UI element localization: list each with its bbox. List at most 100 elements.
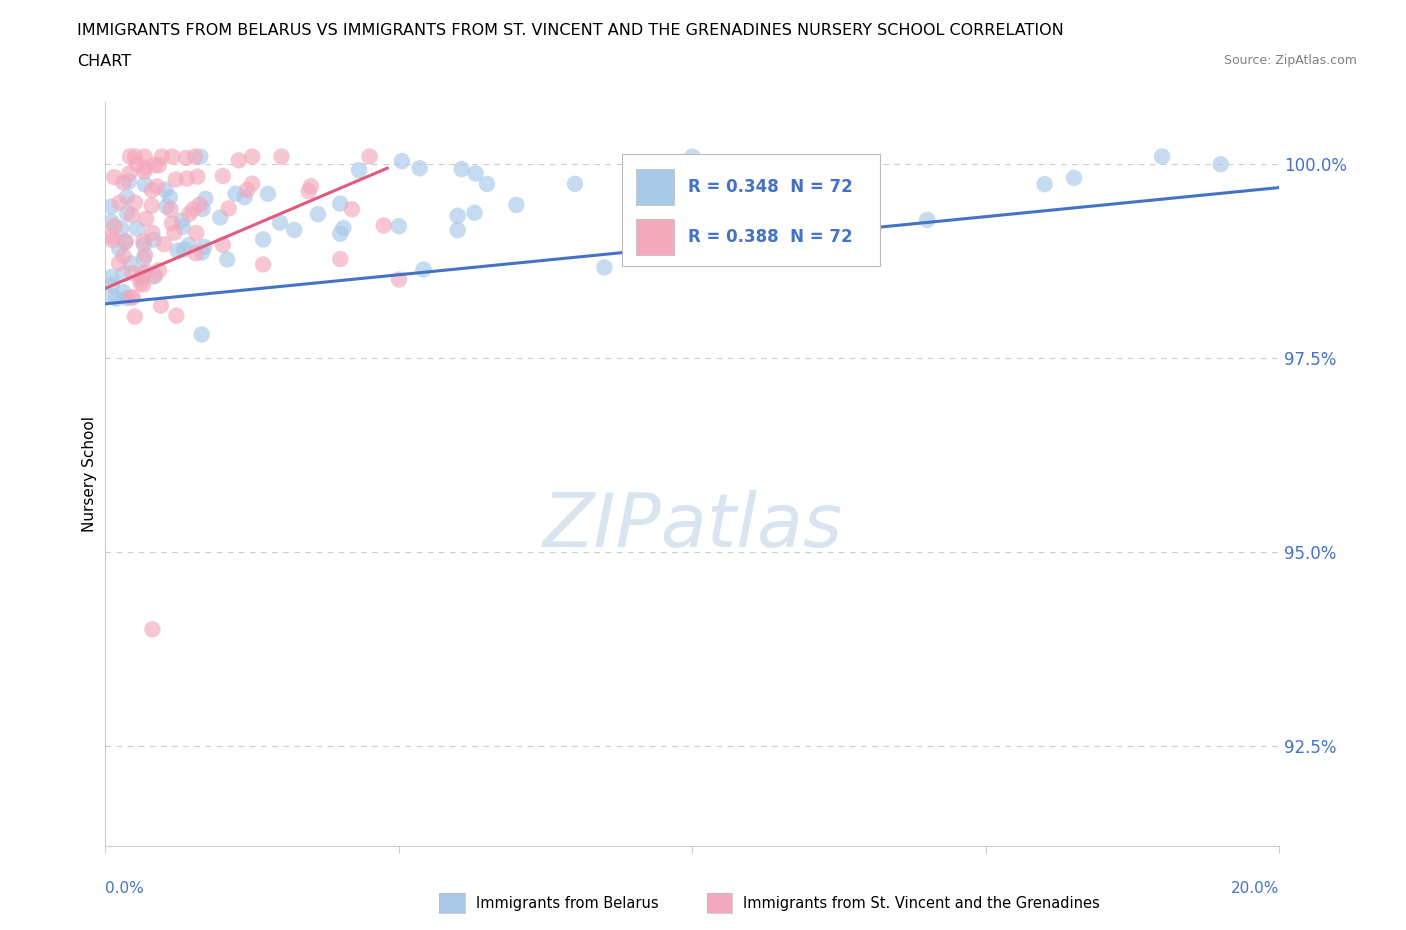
Text: 0.0%: 0.0% xyxy=(105,881,145,896)
Point xyxy=(329,252,352,267)
Point xyxy=(183,202,205,217)
Point xyxy=(146,179,169,193)
Text: R = 0.388  N = 72: R = 0.388 N = 72 xyxy=(688,228,852,246)
Text: 20.0%: 20.0% xyxy=(1232,881,1279,896)
Point xyxy=(186,169,208,184)
Point xyxy=(408,161,430,176)
Point xyxy=(149,299,172,313)
Point xyxy=(132,237,155,252)
Point xyxy=(391,153,413,168)
Text: Immigrants from Belarus: Immigrants from Belarus xyxy=(475,896,658,910)
Point xyxy=(191,202,214,217)
Point xyxy=(450,162,472,177)
Point xyxy=(174,151,197,166)
Point xyxy=(129,276,152,291)
Point xyxy=(110,221,132,236)
Point xyxy=(141,225,163,240)
Point xyxy=(388,272,411,287)
Point xyxy=(101,288,124,303)
Point xyxy=(112,267,135,282)
Point xyxy=(225,186,247,201)
Point xyxy=(134,177,156,192)
Point xyxy=(115,290,138,305)
Point xyxy=(124,149,146,164)
Point xyxy=(108,195,131,210)
Point xyxy=(252,257,274,272)
Point xyxy=(1063,170,1085,185)
Point xyxy=(172,219,194,234)
Point xyxy=(191,245,214,259)
Point xyxy=(917,212,939,227)
Point xyxy=(141,622,163,637)
Point xyxy=(148,158,170,173)
Point xyxy=(505,197,527,212)
Point xyxy=(211,237,233,252)
Point xyxy=(165,308,187,323)
Point xyxy=(682,149,704,164)
Point xyxy=(142,269,165,284)
Point xyxy=(124,195,146,210)
Point xyxy=(134,264,156,279)
Point xyxy=(141,183,163,198)
Point xyxy=(170,213,193,228)
Point xyxy=(1209,157,1232,172)
Point xyxy=(148,263,170,278)
Text: IMMIGRANTS FROM BELARUS VS IMMIGRANTS FROM ST. VINCENT AND THE GRENADINES NURSER: IMMIGRANTS FROM BELARUS VS IMMIGRANTS FR… xyxy=(77,23,1064,38)
Point xyxy=(177,237,200,252)
Point xyxy=(100,199,122,214)
Point xyxy=(799,161,821,176)
Point xyxy=(593,260,616,275)
Point xyxy=(475,177,498,192)
Point xyxy=(134,149,156,164)
Point xyxy=(252,232,274,246)
Point xyxy=(101,232,124,247)
Point xyxy=(124,309,146,324)
Point xyxy=(463,206,485,220)
Point xyxy=(112,175,135,190)
Point xyxy=(188,149,211,164)
Point xyxy=(298,183,321,198)
Point xyxy=(155,182,177,197)
Point xyxy=(118,174,141,189)
Point xyxy=(209,210,232,225)
Point xyxy=(118,149,141,164)
Point xyxy=(373,218,395,232)
Point xyxy=(142,232,165,247)
Point xyxy=(340,202,363,217)
Point xyxy=(100,214,122,229)
Point xyxy=(211,168,233,183)
Point xyxy=(160,216,183,231)
Point xyxy=(217,252,239,267)
Point xyxy=(165,172,187,187)
Point xyxy=(143,268,166,283)
Point xyxy=(193,239,215,254)
Point xyxy=(125,156,148,171)
Point xyxy=(190,327,212,342)
Point xyxy=(132,277,155,292)
Text: Source: ZipAtlas.com: Source: ZipAtlas.com xyxy=(1223,54,1357,67)
Point xyxy=(388,219,411,233)
Point xyxy=(240,176,263,191)
Point xyxy=(332,220,354,235)
Point xyxy=(141,198,163,213)
Point xyxy=(233,190,256,205)
Point xyxy=(228,153,250,167)
Point xyxy=(131,265,153,280)
Bar xyxy=(636,219,673,255)
Point xyxy=(1033,177,1056,192)
Text: R = 0.348  N = 72: R = 0.348 N = 72 xyxy=(688,178,852,195)
Point xyxy=(100,270,122,285)
Point xyxy=(121,266,143,281)
Point xyxy=(412,262,434,277)
Point xyxy=(134,164,156,179)
Point xyxy=(153,237,176,252)
Point xyxy=(115,190,138,205)
Point xyxy=(184,149,207,164)
Point xyxy=(218,201,240,216)
Point xyxy=(347,163,370,178)
Point xyxy=(156,199,179,214)
Y-axis label: Nursery School: Nursery School xyxy=(82,417,97,532)
Point xyxy=(114,234,136,249)
Point xyxy=(162,149,184,164)
Point xyxy=(159,202,181,217)
